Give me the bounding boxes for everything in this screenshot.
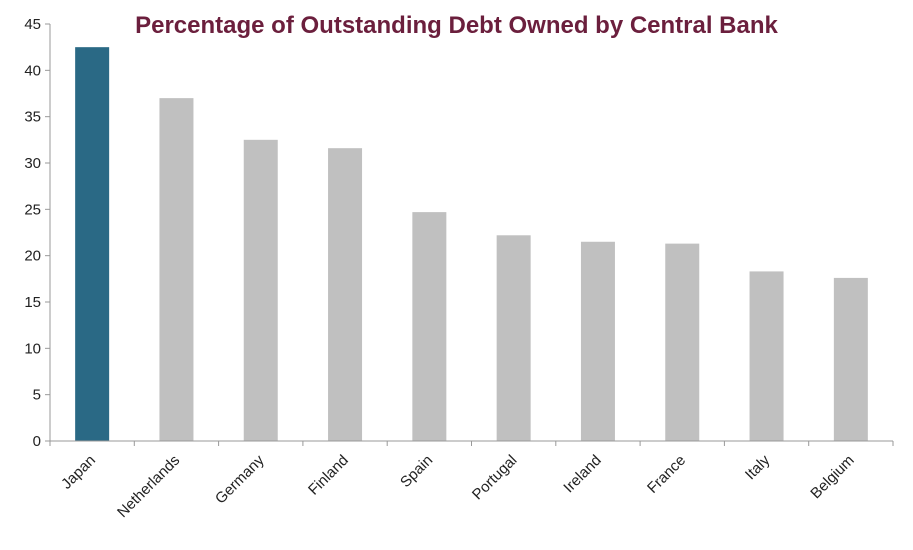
chart-title: Percentage of Outstanding Debt Owned by … bbox=[135, 12, 778, 39]
y-tick-label: 0 bbox=[33, 433, 41, 450]
x-tick-label: Finland bbox=[305, 452, 352, 499]
bar-germany bbox=[243, 139, 278, 442]
bar-portugal bbox=[496, 235, 531, 441]
y-tick-label: 40 bbox=[24, 62, 41, 79]
x-tick-label: Germany bbox=[212, 451, 268, 507]
bar-ireland bbox=[580, 241, 615, 441]
y-tick-label: 35 bbox=[24, 109, 41, 126]
bar-spain bbox=[412, 212, 447, 441]
bar-netherlands bbox=[159, 98, 194, 441]
x-tick-label: Ireland bbox=[560, 452, 604, 496]
x-tick-label: Japan bbox=[58, 452, 99, 493]
x-tick-label: Portugal bbox=[469, 452, 521, 504]
bar-france bbox=[665, 243, 700, 441]
x-tick-label: Netherlands bbox=[114, 452, 183, 521]
x-tick-label: Belgium bbox=[807, 452, 857, 502]
y-tick-label: 20 bbox=[24, 248, 41, 265]
x-tick-label: Italy bbox=[742, 451, 774, 483]
bar-finland bbox=[328, 148, 363, 441]
x-tick-label: Spain bbox=[397, 452, 436, 491]
bar-belgium bbox=[833, 277, 868, 441]
x-tick-label: France bbox=[644, 452, 689, 497]
bar-japan bbox=[75, 47, 110, 442]
y-tick-label: 5 bbox=[33, 387, 41, 404]
y-tick-label: 30 bbox=[24, 155, 41, 172]
x-axis: Japan Netherlands Germany Finland Spain Portu… bbox=[49, 440, 894, 521]
y-axis: 0 5 10 15 20 25 30 35 40 45 bbox=[24, 16, 51, 450]
y-tick-label: 25 bbox=[24, 201, 41, 218]
y-tick-label: 15 bbox=[24, 294, 41, 311]
bars bbox=[75, 47, 868, 442]
y-tick-label: 45 bbox=[24, 16, 41, 33]
bar-italy bbox=[749, 271, 784, 441]
y-tick-label: 10 bbox=[24, 340, 41, 357]
